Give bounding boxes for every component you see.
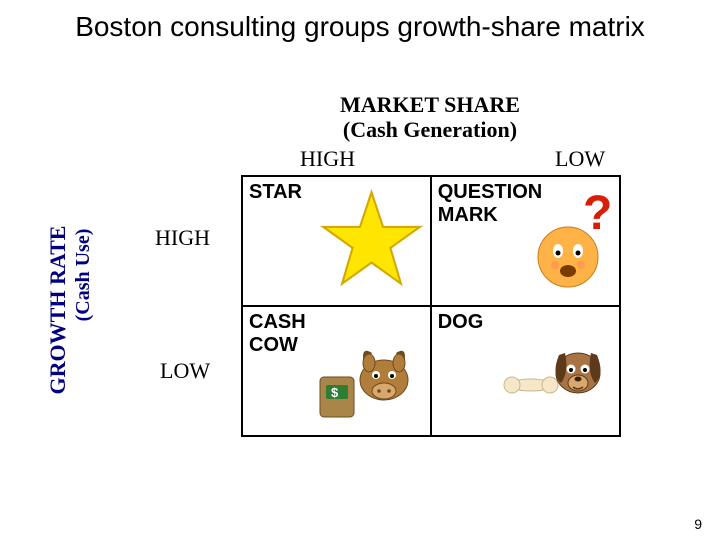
quadrant-star: STAR	[242, 176, 431, 306]
svg-text:?: ?	[583, 187, 612, 240]
row-low-label: LOW	[160, 358, 210, 384]
slide-number: 9	[694, 516, 702, 532]
y-axis-header: GROWTH RATE	[45, 180, 71, 440]
col-high-label: HIGH	[300, 146, 355, 172]
x-axis-label: MARKET SHARE	[340, 92, 520, 117]
y-axis-subheader: (Cash Use)	[72, 145, 95, 405]
question-label: QUESTION MARK	[438, 181, 548, 227]
quadrant-question: QUESTION MARK ?	[431, 176, 620, 306]
quadrant-cash-cow: CASH COW $	[242, 306, 431, 436]
y-axis-sublabel: (Cash Use)	[72, 229, 94, 322]
page-title: Boston consulting groups growth-share ma…	[0, 0, 720, 52]
dog-icon	[503, 325, 613, 430]
cow-label: CASH COW	[249, 311, 319, 357]
row-high-label: HIGH	[155, 225, 210, 251]
x-axis-header: MARKET SHARE (Cash Generation)	[340, 92, 520, 143]
svg-text:$: $	[331, 385, 339, 400]
question-mark-icon: ?	[533, 187, 613, 302]
col-low-label: LOW	[555, 146, 605, 172]
bcg-matrix: STAR QUESTION MARK ?	[241, 175, 621, 437]
quadrant-dog: DOG	[431, 306, 620, 436]
cash-cow-icon: $	[314, 325, 424, 430]
y-axis-label: GROWTH RATE	[45, 226, 70, 395]
x-axis-sublabel: (Cash Generation)	[340, 117, 520, 142]
star-icon	[319, 187, 424, 297]
